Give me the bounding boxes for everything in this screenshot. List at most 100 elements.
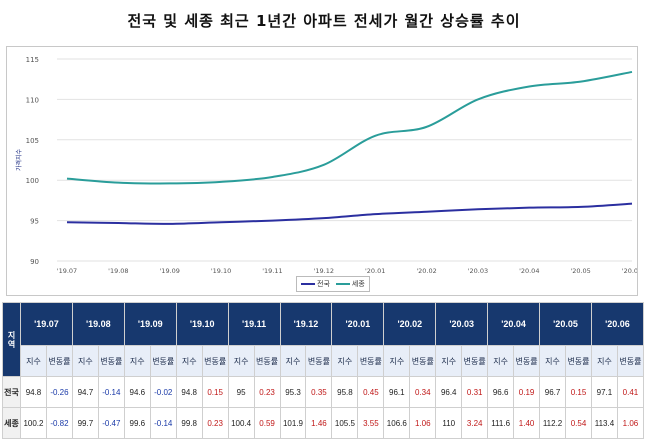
y-tick-label: 90 [30, 258, 39, 266]
period-header: '20.01 [331, 302, 385, 346]
change-value-cell: 3.55 [357, 407, 385, 439]
index-subheader: 지수 [590, 345, 618, 377]
change-value-cell: -0.02 [149, 376, 177, 408]
series-line-sejong [66, 70, 633, 185]
change-value-cell: 0.19 [513, 376, 541, 408]
change-subheader: 변동률 [357, 345, 385, 377]
x-tick-label: '19.07 [57, 267, 77, 275]
change-value-cell: 0.35 [305, 376, 333, 408]
x-tick-label: '20.01 [365, 267, 385, 275]
index-subheader: 지수 [383, 345, 411, 377]
index-value-cell: 112.2 [539, 407, 567, 439]
index-value-cell: 111.6 [487, 407, 515, 439]
index-subheader: 지수 [71, 345, 99, 377]
index-value-cell: 100.2 [20, 407, 47, 439]
index-subheader: 지수 [539, 345, 567, 377]
y-tick-label: 95 [30, 218, 39, 226]
table-subheader-row: 지수 변동률 지수 변동률 지수 변동률 지수 변동률 지수 변동률 지수 변동률 지수 변동률 지수 변동률… [3, 345, 645, 377]
index-value-cell: 94.8 [175, 376, 203, 408]
x-tick-label: '20.05 [570, 267, 590, 275]
x-tick-label: '19.09 [160, 267, 180, 275]
change-value-cell: -0.14 [97, 376, 125, 408]
index-value-cell: 97.1 [590, 376, 618, 408]
change-value-cell: -0.26 [45, 376, 73, 408]
change-value-cell: 1.06 [616, 407, 645, 439]
change-value-cell: 0.59 [253, 407, 281, 439]
period-header: '20.03 [435, 302, 489, 346]
legend-swatch-national [301, 283, 315, 285]
index-value-cell: 94.7 [71, 376, 99, 408]
index-value-cell: 95 [227, 376, 255, 408]
index-subheader: 지수 [227, 345, 255, 377]
period-header: '19.12 [279, 302, 333, 346]
y-tick-label: 105 [26, 137, 39, 145]
index-value-cell: 106.6 [383, 407, 411, 439]
x-tick-label: '19.10 [211, 267, 231, 275]
x-tick-label: '20.04 [519, 267, 539, 275]
period-header: '20.02 [383, 302, 437, 346]
change-subheader: 변동률 [409, 345, 437, 377]
change-value-cell: 0.15 [565, 376, 592, 408]
change-subheader: 변동률 [461, 345, 489, 377]
period-header: '20.05 [539, 302, 592, 346]
index-subheader: 지수 [279, 345, 307, 377]
data-table: 지역 '19.07'19.08'19.09'19.10'19.11'19.12'2… [2, 302, 645, 439]
change-subheader: 변동률 [45, 345, 73, 377]
index-subheader: 지수 [123, 345, 151, 377]
index-value-cell: 105.5 [331, 407, 359, 439]
index-value-cell: 96.6 [487, 376, 515, 408]
change-value-cell: -0.82 [45, 407, 73, 439]
period-header: '20.04 [487, 302, 541, 346]
index-value-cell: 94.6 [123, 376, 151, 408]
region-header: 지역 [2, 302, 21, 377]
index-value-cell: 94.8 [20, 376, 47, 408]
legend-swatch-sejong [335, 283, 350, 285]
change-value-cell: 1.06 [409, 407, 437, 439]
x-tick-label: '20.06 [622, 267, 637, 275]
change-value-cell: 1.46 [305, 407, 333, 439]
change-value-cell: 0.23 [201, 407, 229, 439]
change-value-cell: -0.47 [97, 407, 125, 439]
index-value-cell: 100.4 [227, 407, 255, 439]
index-subheader: 지수 [331, 345, 359, 377]
change-subheader: 변동률 [253, 345, 281, 377]
x-tick-label: '20.03 [468, 267, 488, 275]
chart-title: 전국 및 세종 최근 1년간 아파트 전세가 월간 상승률 추이 [127, 12, 521, 30]
legend-item-sejong: 세종 [335, 279, 365, 289]
legend-item-national: 전국 [301, 279, 330, 289]
x-tick-label: '19.08 [108, 267, 128, 275]
legend-label-sejong: 세종 [351, 280, 365, 288]
y-tick-label: 110 [26, 96, 39, 104]
y-tick-label: 115 [26, 56, 39, 64]
index-value-cell: 95.3 [279, 376, 307, 408]
index-value-cell: 99.8 [175, 407, 203, 439]
change-value-cell: 0.54 [565, 407, 592, 439]
change-value-cell: 0.45 [357, 376, 385, 408]
period-header: '19.08 [71, 302, 125, 346]
index-subheader: 지수 [487, 345, 515, 377]
change-subheader: 변동률 [513, 345, 541, 377]
x-tick-label: '20.02 [416, 267, 436, 275]
index-subheader: 지수 [435, 345, 463, 377]
chart-svg: 90 95 100 105 110 115 가격지수 '19.07 '19.08 '19.09 '1… [15, 56, 637, 275]
period-header: '19.10 [175, 302, 229, 346]
chart-legend: 전국 세종 [296, 276, 370, 292]
line-chart: 90 95 100 105 110 115 가격지수 '19.07 '19.08 '19.09 '1… [6, 46, 638, 296]
period-header: '19.07 [20, 302, 73, 346]
change-value-cell: 0.41 [616, 376, 645, 408]
index-value-cell: 99.6 [123, 407, 151, 439]
index-value-cell: 99.7 [71, 407, 99, 439]
change-subheader: 변동률 [305, 345, 333, 377]
change-value-cell: 3.24 [461, 407, 489, 439]
index-value-cell: 95.8 [331, 376, 359, 408]
table-header-row: 지역 '19.07'19.08'19.09'19.10'19.11'19.12'2… [2, 302, 645, 377]
period-header: '19.09 [123, 302, 177, 346]
index-value-cell: 96.4 [435, 376, 463, 408]
change-subheader: 변동률 [565, 345, 592, 377]
period-header: '19.11 [227, 302, 281, 346]
table-row: 세종 100.2 -0.82 99.7 -0.47 99.6 -0.14 99.8 0.23 10… [2, 407, 645, 439]
index-value-cell: 96.1 [383, 376, 411, 408]
change-subheader: 변동률 [201, 345, 229, 377]
change-subheader: 변동률 [616, 345, 645, 377]
change-value-cell: 0.34 [409, 376, 437, 408]
